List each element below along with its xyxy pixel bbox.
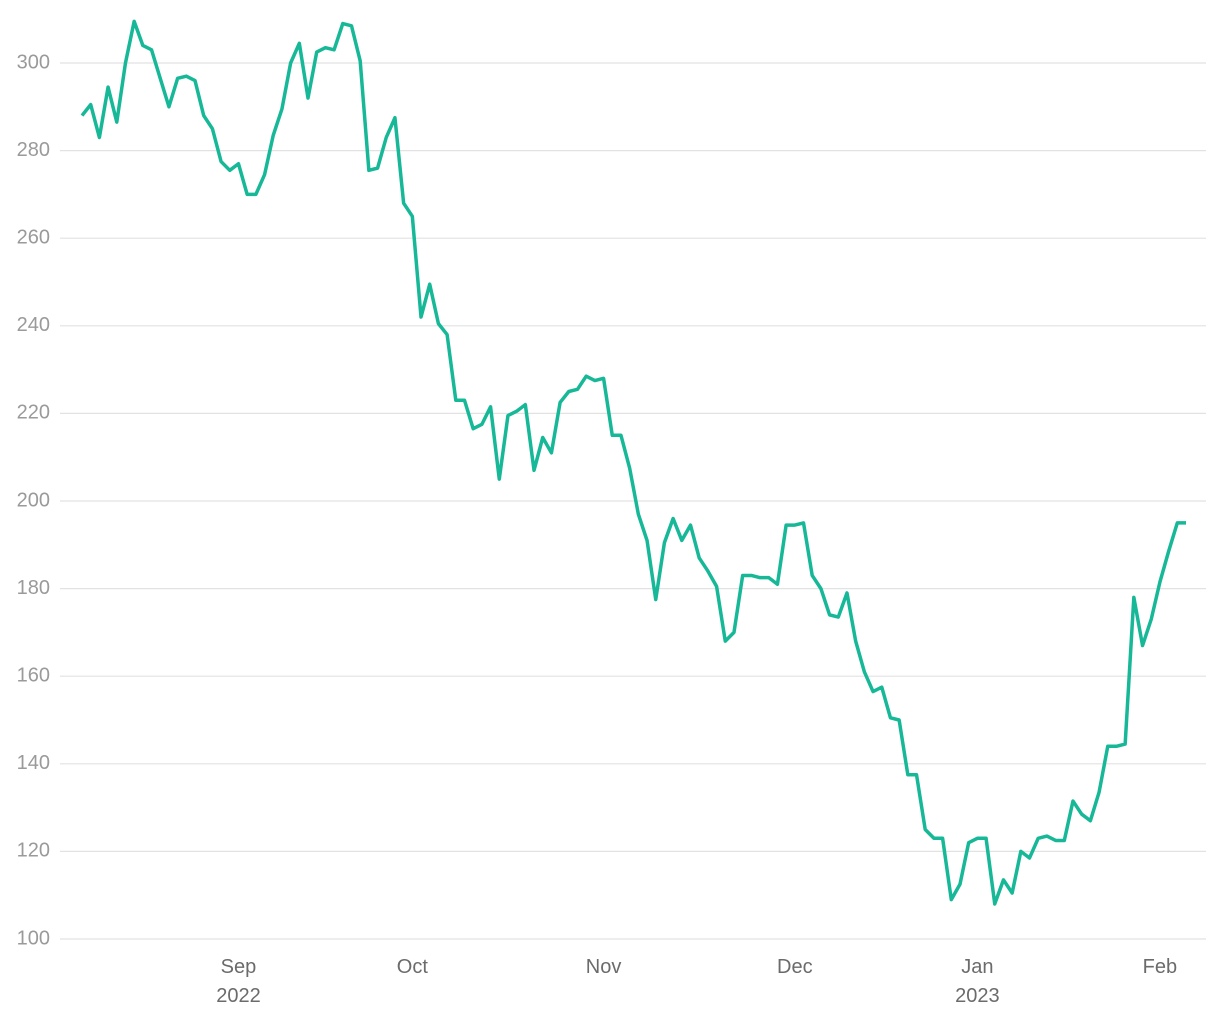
x-tick-label: Dec [777, 956, 813, 978]
y-tick-label: 280 [17, 139, 50, 161]
y-tick-label: 220 [17, 402, 50, 424]
y-tick-label: 140 [17, 752, 50, 774]
x-tick-label: Nov [585, 956, 622, 978]
x-tick-label: Oct [396, 956, 428, 978]
y-tick-label: 200 [17, 489, 50, 511]
x-tick-label: Feb [1142, 956, 1178, 978]
data-line [80, 19, 1186, 906]
x-tick-label: Jan 2023 [955, 956, 1000, 1007]
y-tick-label: 120 [17, 840, 50, 862]
y-tick-label: 240 [17, 314, 50, 336]
x-tick-label: Sep 2022 [216, 956, 261, 1007]
y-tick-label: 260 [17, 226, 50, 248]
y-tick-label: 160 [17, 664, 50, 686]
y-tick-label: 100 [17, 927, 50, 949]
y-tick-label: 180 [17, 577, 50, 599]
y-tick-label: 300 [17, 51, 50, 73]
